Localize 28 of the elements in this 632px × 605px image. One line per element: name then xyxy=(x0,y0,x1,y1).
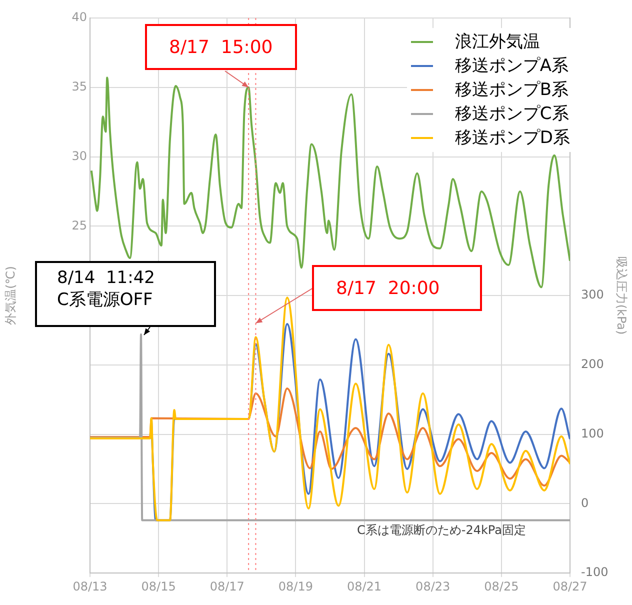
y2-tick-label: 300 xyxy=(581,288,604,302)
x-tick-label: 08/13 xyxy=(72,579,108,594)
legend-label: 移送ポンプD系 xyxy=(454,127,570,150)
y2-tick-label: 100 xyxy=(581,426,604,440)
annotation: 8/17 20:00 xyxy=(335,277,440,300)
legend-label: 浪江外気温 xyxy=(454,31,540,54)
y-tick-label: 35 xyxy=(72,80,87,94)
y2-tick-label: 200 xyxy=(581,357,604,371)
legend-label: 移送ポンプC系 xyxy=(454,103,569,126)
y2-tick-label: -100 xyxy=(581,565,608,580)
y-tick-label: 25 xyxy=(72,218,87,232)
y2-tick-label: 0 xyxy=(581,496,589,510)
y-tick-label: 30 xyxy=(72,148,87,163)
annotation: C系は電源断のため-24kPa固定 xyxy=(357,523,526,539)
legend-label: 移送ポンプA系 xyxy=(454,55,569,78)
y-tick-label: 40 xyxy=(72,10,87,24)
x-tick-label: 08/15 xyxy=(141,579,176,594)
x-tick-label: 08/23 xyxy=(416,579,450,594)
x-tick-label: 08/21 xyxy=(346,579,382,594)
legend-label: 移送ポンプB系 xyxy=(454,79,569,102)
annotation: 8/14 11:42 C系電源OFF xyxy=(56,267,155,312)
y-axis-title: 外気温(℃) xyxy=(3,266,18,325)
x-tick-label: 08/27 xyxy=(552,579,588,594)
x-tick-label: 08/17 xyxy=(210,579,244,594)
annotation: 8/17 15:00 xyxy=(168,36,273,60)
x-tick-label: 08/19 xyxy=(278,579,314,594)
x-tick-label: 08/25 xyxy=(484,579,519,594)
y2-axis-title: 吸込圧力(kPa) xyxy=(614,256,629,335)
